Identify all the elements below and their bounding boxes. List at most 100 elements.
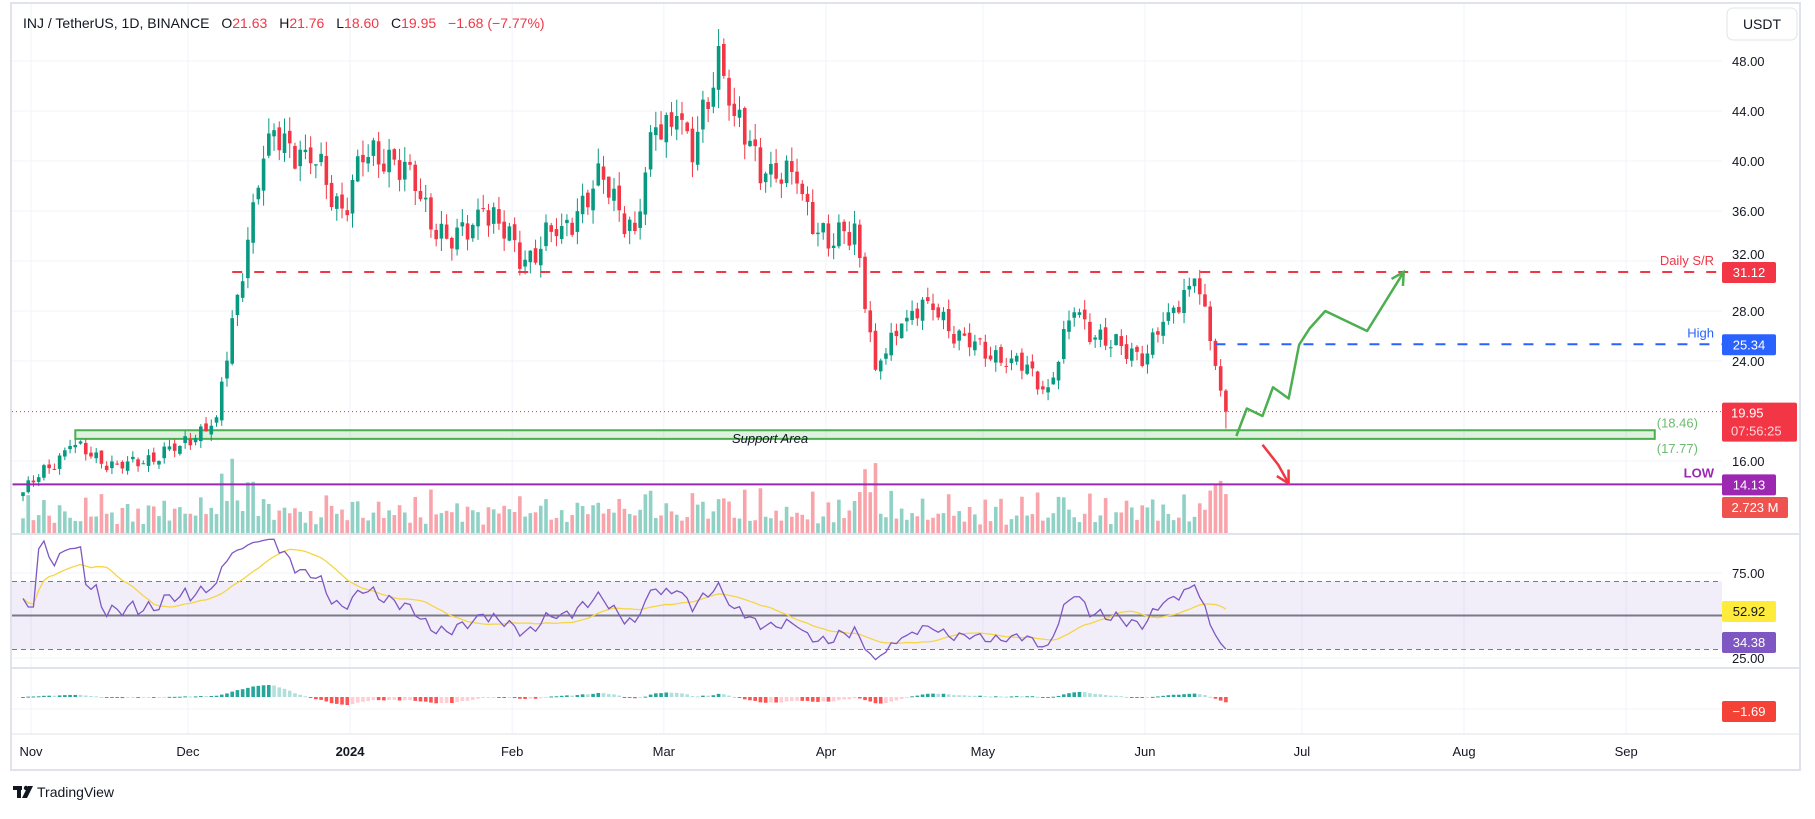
candle bbox=[439, 210, 444, 252]
candle-body bbox=[591, 188, 595, 211]
macd-bar bbox=[852, 697, 857, 699]
projection-up-arrow[interactable] bbox=[1235, 271, 1405, 437]
macd-bar bbox=[47, 695, 51, 697]
volume-bar bbox=[570, 515, 574, 533]
volume-bar bbox=[858, 492, 862, 533]
macd-bar bbox=[654, 693, 658, 697]
currency-button[interactable]: USDT bbox=[1726, 7, 1798, 41]
projection-arrows[interactable] bbox=[1235, 269, 1406, 486]
macd-bar bbox=[267, 685, 271, 697]
macd-bar bbox=[701, 695, 705, 697]
candle bbox=[946, 299, 951, 339]
candle bbox=[659, 111, 663, 141]
candle bbox=[261, 145, 266, 206]
candle bbox=[863, 252, 867, 313]
volume-bar bbox=[1035, 492, 1040, 533]
candle bbox=[21, 492, 25, 502]
candle-body bbox=[983, 341, 988, 359]
macd-bar bbox=[983, 696, 988, 698]
macd-bar bbox=[1161, 695, 1165, 697]
candle-body bbox=[758, 147, 763, 184]
candle-body bbox=[769, 163, 773, 175]
volume-bar bbox=[617, 498, 622, 533]
macd-bar bbox=[769, 697, 773, 703]
volume-bar bbox=[769, 518, 773, 533]
macd-bar bbox=[1124, 696, 1129, 698]
volume-bar bbox=[847, 510, 852, 533]
level-label-daily-sr: Daily S/R bbox=[1660, 253, 1714, 268]
volume-bar bbox=[586, 514, 590, 533]
macd-bar bbox=[1093, 693, 1097, 697]
macd-bar bbox=[988, 696, 993, 698]
tradingview-logo[interactable]: TradingView bbox=[13, 784, 115, 800]
candle bbox=[481, 194, 486, 213]
volume-bar bbox=[408, 522, 412, 533]
candle-body bbox=[701, 99, 705, 130]
candle bbox=[1187, 277, 1192, 297]
current-price-badge bbox=[1722, 402, 1797, 442]
macd-bar bbox=[559, 695, 564, 697]
volume-bar bbox=[810, 491, 815, 533]
candle bbox=[565, 214, 569, 237]
volume-bar bbox=[1046, 517, 1050, 533]
candle-body bbox=[486, 210, 491, 226]
candle-body bbox=[837, 222, 841, 247]
macd-bar bbox=[345, 697, 350, 706]
macd-bar bbox=[470, 697, 475, 700]
candle-body bbox=[1077, 312, 1082, 315]
projection-down-arrow[interactable] bbox=[1261, 443, 1290, 485]
macd-bar bbox=[83, 695, 88, 697]
rsi-line bbox=[22, 538, 1227, 661]
candle bbox=[648, 125, 653, 177]
candle bbox=[518, 230, 522, 276]
volume-bar bbox=[491, 509, 496, 533]
volume-bar bbox=[1088, 493, 1092, 533]
volume-bar bbox=[1082, 513, 1087, 533]
macd-bar bbox=[570, 695, 574, 697]
horizontal-levels[interactable]: Daily S/R High LOW bbox=[12, 253, 1722, 486]
candle-body bbox=[1025, 364, 1029, 374]
candle-body bbox=[413, 164, 418, 191]
volume-bar bbox=[1213, 485, 1218, 533]
macd-bar bbox=[732, 696, 737, 698]
candle bbox=[172, 439, 177, 458]
volume-bar bbox=[732, 517, 737, 533]
macd-bar bbox=[868, 697, 873, 702]
volume-bar bbox=[685, 517, 690, 533]
macd-bar bbox=[695, 696, 700, 698]
candle-body bbox=[533, 248, 538, 263]
candle-body bbox=[512, 224, 517, 241]
candle-body bbox=[162, 446, 167, 459]
macd-bar bbox=[685, 694, 690, 697]
support-area[interactable]: Support Area (18.46) (17.77) bbox=[74, 415, 1698, 456]
candle-body bbox=[36, 477, 41, 482]
macd-bar bbox=[230, 691, 234, 697]
volume-bar bbox=[52, 522, 57, 533]
candle-body bbox=[47, 464, 51, 469]
candle-body bbox=[491, 207, 496, 224]
candle-body bbox=[188, 439, 193, 446]
candle bbox=[502, 210, 506, 251]
volume-bar bbox=[936, 513, 941, 533]
candle bbox=[533, 239, 538, 265]
candle bbox=[183, 430, 187, 449]
candle bbox=[732, 87, 737, 127]
support-area-box[interactable] bbox=[74, 429, 1656, 440]
macd-bar bbox=[324, 697, 329, 702]
volume-bar bbox=[659, 515, 663, 533]
candle-body bbox=[858, 224, 862, 258]
volume-bar bbox=[361, 517, 365, 533]
volume-bar bbox=[701, 501, 705, 533]
volume-bar bbox=[89, 516, 93, 533]
macd-bar bbox=[523, 697, 527, 699]
candle-body bbox=[920, 299, 925, 321]
price-axis[interactable]: 48.00 44.00 40.00 36.00 32.00 28.00 24.00 16.00… bbox=[1732, 54, 1765, 666]
candle bbox=[1056, 360, 1061, 390]
macd-bar bbox=[507, 697, 512, 698]
time-axis[interactable]: Nov Dec 2024 Feb Mar Apr May Jun Jul Aug Sep bbox=[19, 744, 1637, 759]
price-tick-label: 28.00 bbox=[1732, 304, 1765, 319]
macd-bar bbox=[842, 697, 846, 700]
candle bbox=[1140, 345, 1145, 368]
